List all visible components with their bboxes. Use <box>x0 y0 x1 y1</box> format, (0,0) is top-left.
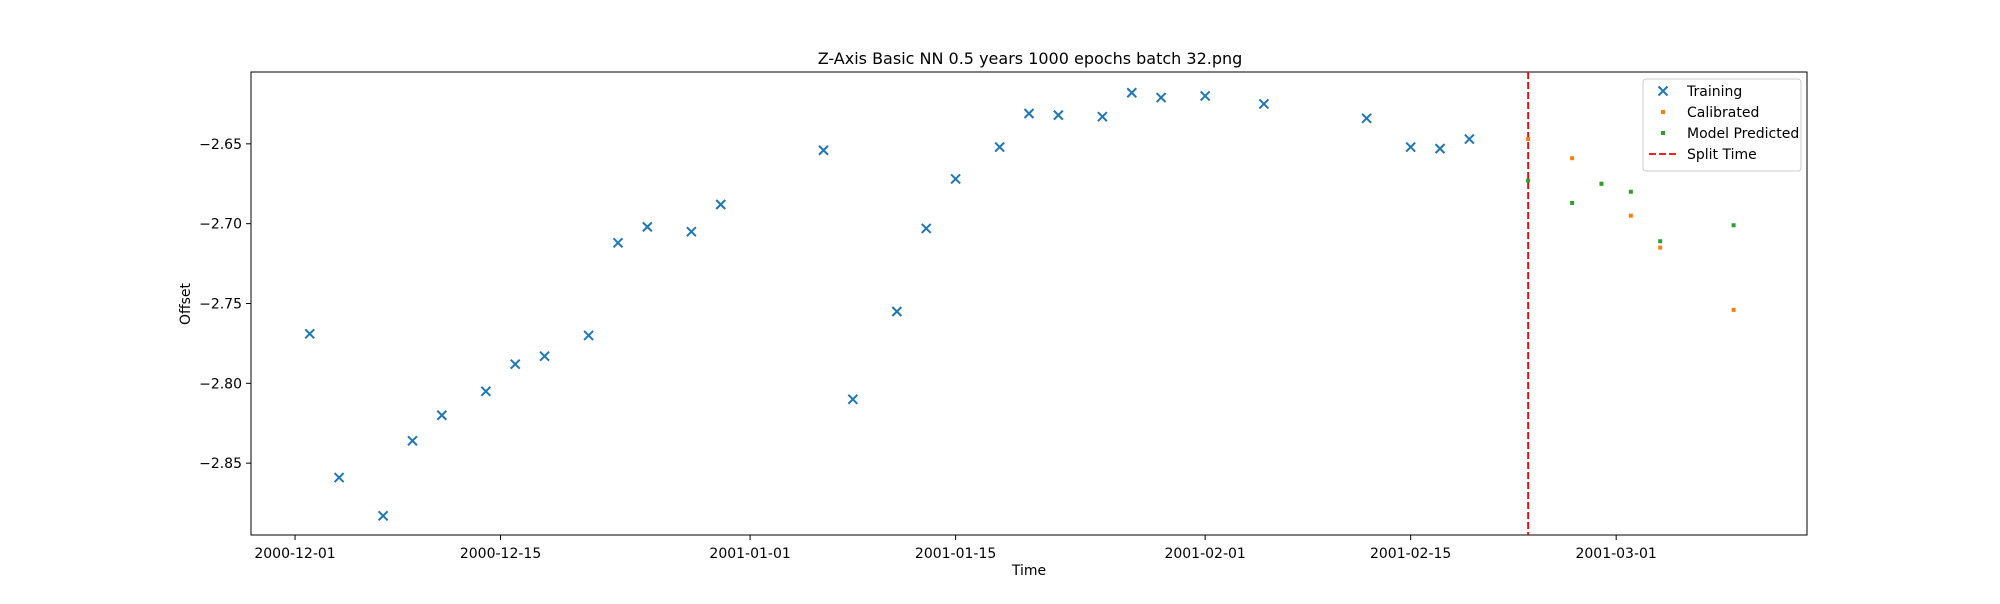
x-tick-label: 2001-01-15 <box>915 546 996 562</box>
plot-area-frame <box>250 71 1808 536</box>
data-point-x <box>1155 92 1167 103</box>
legend-label: Split Time <box>1687 147 1757 163</box>
data-point-x <box>891 306 903 317</box>
legend-marker-x <box>1657 85 1669 97</box>
data-point-x <box>407 435 418 447</box>
y-axis-ticks: −2.85 −2.80 −2.75 −2.70 −2.65 <box>199 137 251 472</box>
x-tick-label: 2000-12-01 <box>254 546 335 562</box>
data-series <box>304 87 1736 522</box>
x-tick-label: 2001-03-01 <box>1575 546 1656 562</box>
data-point-x <box>1097 111 1108 122</box>
legend-frame <box>1642 78 1802 172</box>
data-point-dot <box>1658 239 1663 244</box>
x-tick-label: 2001-02-15 <box>1370 546 1451 562</box>
data-point-dot <box>1526 137 1531 142</box>
chart-title: Z-Axis Basic NN 0.5 years 1000 epochs ba… <box>818 49 1243 68</box>
legend-label: Training <box>1686 84 1742 100</box>
legend-label: Calibrated <box>1687 105 1759 121</box>
data-point-x <box>1434 143 1446 154</box>
data-point-dot <box>1658 245 1663 250</box>
data-point-x <box>1126 87 1137 98</box>
data-point-dot <box>1731 307 1736 312</box>
y-tick-label: −2.70 <box>199 217 242 233</box>
data-point-x <box>612 237 624 249</box>
data-point-dot <box>1570 156 1575 161</box>
y-tick-label: −2.80 <box>199 376 242 392</box>
data-point-x <box>686 226 697 237</box>
data-point-x <box>1464 133 1475 145</box>
data-point-x <box>921 223 932 234</box>
data-point-x <box>539 350 550 362</box>
data-point-x <box>994 141 1005 153</box>
data-point-x <box>480 386 492 397</box>
data-point-x <box>847 394 859 405</box>
data-point-dot <box>1628 213 1633 218</box>
data-point-dot <box>1526 178 1531 183</box>
x-tick-label: 2000-12-15 <box>460 546 541 562</box>
series-model-predicted <box>1526 178 1736 244</box>
series-training <box>304 87 1475 522</box>
data-point-x <box>715 199 726 210</box>
y-tick-label: −2.75 <box>199 297 242 313</box>
data-point-x <box>1053 109 1064 121</box>
y-axis-label: Offset <box>178 282 194 325</box>
data-point-x <box>1258 98 1270 110</box>
data-point-x <box>583 330 594 341</box>
legend-label: Model Predicted <box>1687 126 1799 142</box>
legend-marker-dot <box>1661 110 1665 114</box>
data-point-x <box>1023 108 1035 119</box>
x-axis-ticks: 2000-12-01 2000-12-15 2001-01-01 2001-01-15… <box>254 535 1657 562</box>
x-tick-label: 2001-01-01 <box>709 546 790 562</box>
data-point-dot <box>1570 200 1575 205</box>
x-axis-label: Time <box>1011 563 1046 579</box>
x-tick-label: 2001-02-01 <box>1164 546 1245 562</box>
chart-legend: Training Calibrated Model Predicted Split T… <box>1642 78 1802 172</box>
data-point-x <box>304 328 315 340</box>
data-point-x <box>436 410 448 421</box>
data-point-x <box>642 221 653 233</box>
data-point-x <box>1361 113 1372 124</box>
data-point-x <box>1199 90 1211 102</box>
data-point-x <box>950 173 961 185</box>
legend-marker-dot <box>1661 131 1665 135</box>
data-point-dot <box>1599 181 1604 186</box>
data-point-x <box>510 358 521 370</box>
data-point-x <box>818 145 829 156</box>
data-point-x <box>377 510 389 522</box>
y-tick-label: −2.85 <box>199 456 242 472</box>
data-point-x <box>1405 141 1416 153</box>
data-point-dot <box>1731 223 1736 228</box>
data-point-x <box>333 472 345 483</box>
y-tick-label: −2.65 <box>199 137 242 153</box>
data-point-dot <box>1628 189 1633 194</box>
